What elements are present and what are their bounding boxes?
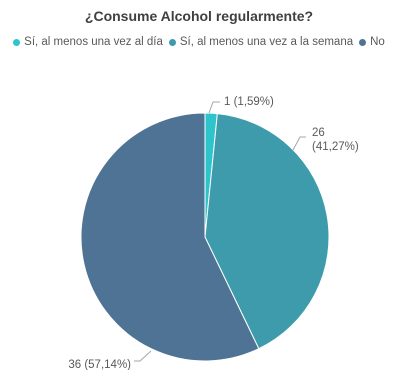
legend-marker-no <box>359 38 367 46</box>
legend-item-diario: Sí, al menos una vez al día <box>13 36 163 48</box>
slice-semanal <box>204 113 330 350</box>
legend-label-semanal: Sí, al menos una vez a la semana <box>179 36 354 48</box>
data-label-no: 36 (57,14%) <box>68 359 131 370</box>
leader-line <box>208 101 220 114</box>
legend-marker-diario <box>13 38 21 46</box>
data-label-semanal: 26 (41,27%) <box>312 127 359 153</box>
leader-line <box>134 350 152 362</box>
legend-marker-semanal <box>168 38 176 46</box>
leader-line <box>292 136 306 151</box>
data-label-diario: 1 (1,59%) <box>224 96 274 108</box>
legend-label-diario: Sí, al menos una vez al día <box>24 36 163 48</box>
slice-no <box>80 112 260 362</box>
legend: Sí, al menos una vez al día Sí, al menos… <box>0 36 398 48</box>
legend-item-semanal: Sí, al menos una vez a la semana <box>168 36 354 48</box>
legend-label-no: No <box>370 36 385 48</box>
legend-item-no: No <box>359 36 385 48</box>
chart-title: ¿Consume Alcohol regularmente? <box>84 8 314 24</box>
